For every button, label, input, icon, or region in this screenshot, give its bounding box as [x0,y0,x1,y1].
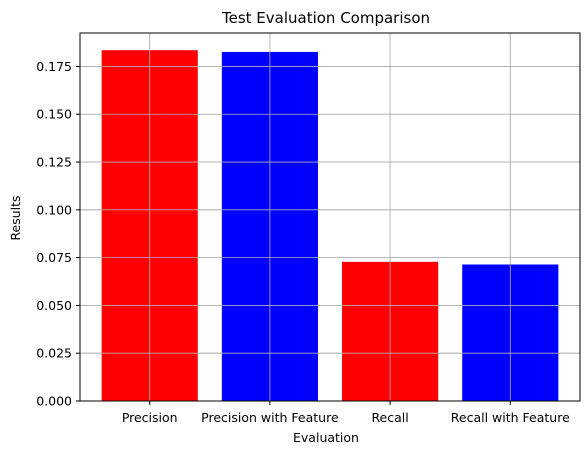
y-tick-label: 0.150 [36,107,72,122]
x-axis: Precision Precision with Feature Recall Rec… [122,401,570,425]
y-tick-label: 0.175 [36,59,72,74]
y-tick-label: 0.125 [36,155,72,170]
y-tick-label: 0.075 [36,250,72,265]
x-axis-label: Evaluation [293,430,359,445]
x-tick-label: Recall [371,410,408,425]
y-tick-label: 0.000 [36,394,72,409]
y-tick-label: 0.050 [36,298,72,313]
y-tick-label: 0.100 [36,202,72,217]
y-axis-label: Results [8,195,23,240]
plot-frame [79,32,581,402]
x-tick-label: Recall with Feature [451,410,570,425]
bar-layer [101,50,559,401]
y-axis: 0.000 0.025 0.050 0.075 0.100 0.125 0.150 0.175 [36,59,80,409]
x-tick-label: Precision with Feature [201,410,339,425]
chart-title: Test Evaluation Comparison [221,9,430,27]
x-tick-label: Precision [122,410,178,425]
y-tick-label: 0.025 [36,346,72,361]
